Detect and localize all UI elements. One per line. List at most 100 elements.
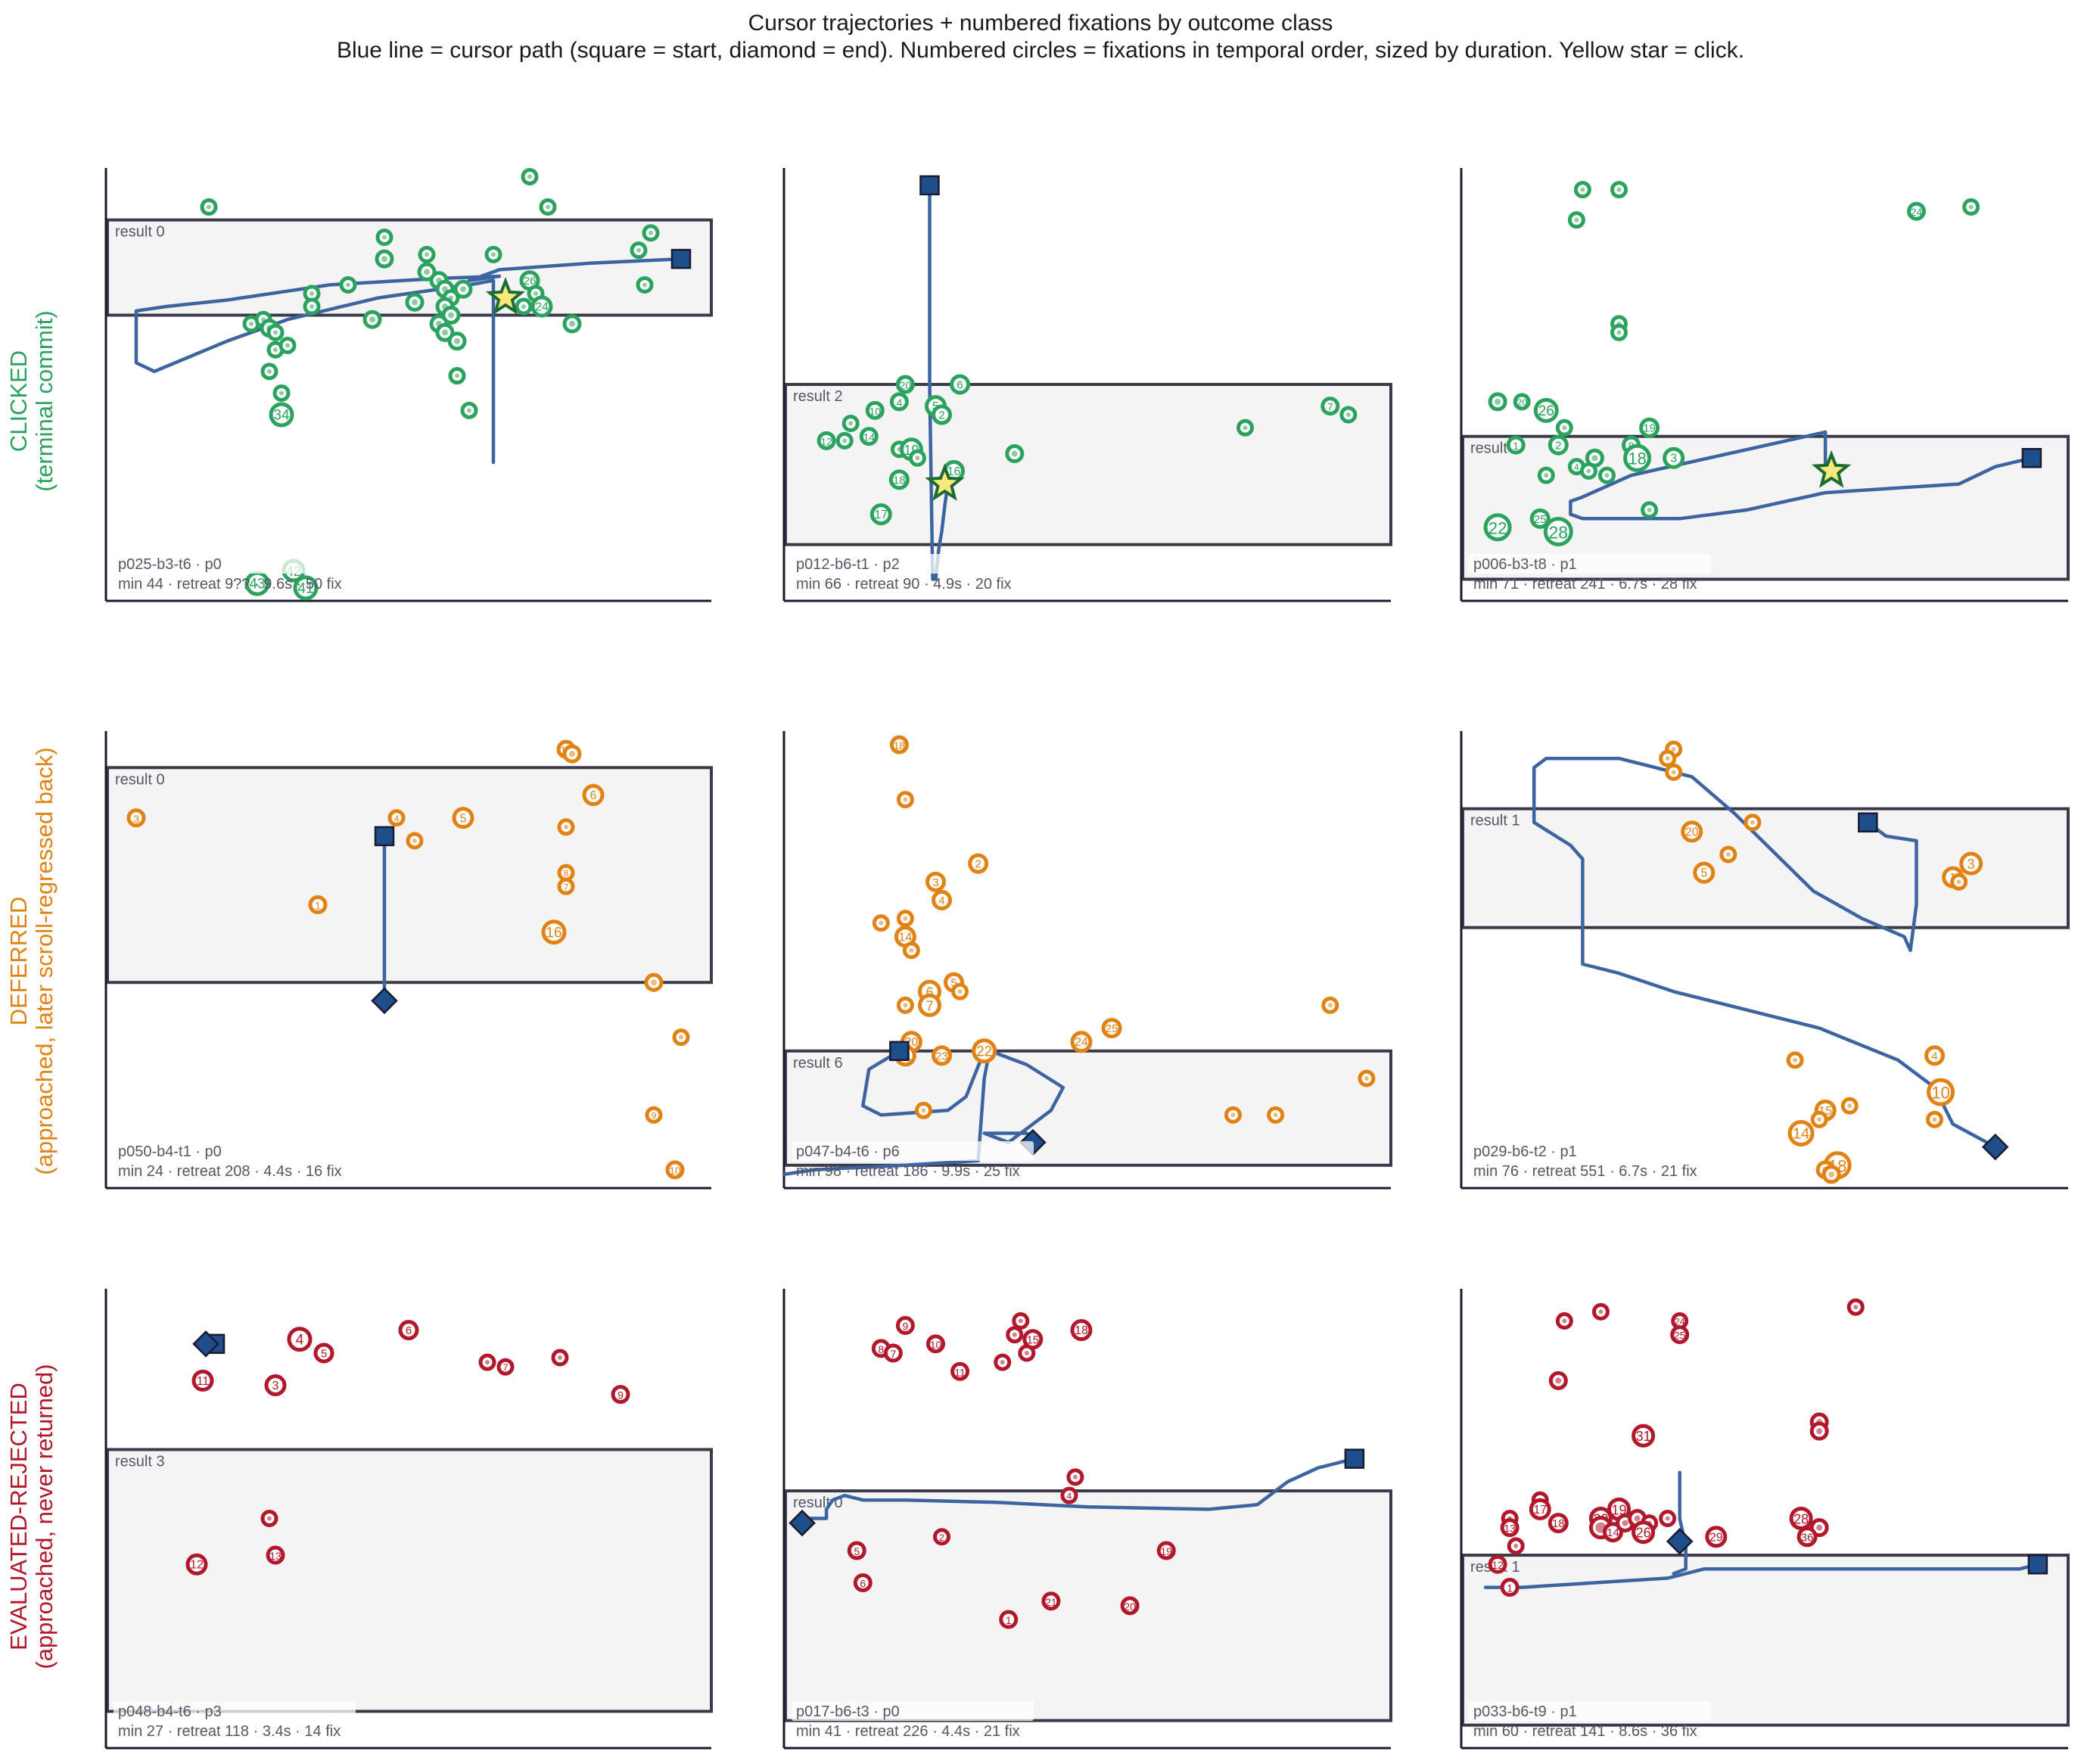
- svg-text:24: 24: [535, 301, 549, 314]
- svg-text:20: 20: [1517, 397, 1528, 408]
- fixation-circle: 9: [611, 1385, 630, 1405]
- fixation-circle: 2: [933, 1528, 951, 1546]
- fixation-circle: [260, 1510, 278, 1527]
- fixation-circle: 29: [1705, 1526, 1728, 1548]
- end-diamond-marker: [789, 1509, 816, 1537]
- fixation-circle: 24: [1671, 1311, 1689, 1330]
- svg-text:19: 19: [1612, 1502, 1627, 1517]
- svg-text:20: 20: [900, 379, 912, 391]
- fixation-circle: 10: [665, 1160, 685, 1180]
- caption-stats: min 41 · retreat 226 · 4.4s · 21 fix: [796, 1723, 1020, 1740]
- svg-text:14: 14: [899, 931, 913, 944]
- result-label: result 6: [793, 1055, 843, 1072]
- svg-text:3: 3: [932, 876, 938, 889]
- fixation-circle: [1555, 418, 1573, 437]
- svg-text:12: 12: [190, 1559, 204, 1572]
- svg-text:6: 6: [406, 1324, 412, 1337]
- fixation-circle: 14: [1787, 1120, 1815, 1147]
- fixation-circle: 4: [1060, 1486, 1078, 1504]
- fixation-circle: 22: [1483, 513, 1512, 542]
- fixation-circle: [1548, 1370, 1568, 1390]
- svg-text:9: 9: [617, 1389, 624, 1402]
- svg-text:17: 17: [874, 509, 888, 521]
- fixation-circle: 19: [1156, 1541, 1176, 1560]
- fixation-circle: [1665, 763, 1683, 781]
- fixation-circle: 24: [1907, 201, 1926, 221]
- svg-text:19: 19: [1643, 422, 1656, 435]
- fixation-circle: 13: [266, 1545, 285, 1565]
- svg-text:18: 18: [1552, 1517, 1565, 1530]
- panel-deferred-2: result 120531410151418p029-b6-t2 · p1min…: [1460, 731, 2070, 1190]
- fixation-circle: [418, 245, 436, 263]
- panel-clicked-2: result 1242026191281834222528p006-b3-t8 …: [1460, 168, 2070, 602]
- fixation-circle: 18: [1623, 443, 1652, 472]
- fixation-circle: [260, 362, 278, 381]
- fixation-circle: [478, 1353, 496, 1371]
- fixation-circle: [453, 279, 473, 299]
- fixation-circle: 36: [1796, 1526, 1818, 1548]
- fixation-circle: 24: [530, 295, 553, 318]
- fixation-circle: 3: [1663, 446, 1685, 469]
- fixation-circle: [835, 431, 854, 450]
- svg-text:4: 4: [1574, 462, 1579, 473]
- fixation-circle: 3: [1959, 851, 1983, 876]
- panel-caption: p050-b4-t1 · p0 min 24 · retreat 208 · 4.…: [114, 1141, 356, 1180]
- end-diamond-marker: [1666, 1528, 1694, 1555]
- fixation-circle: [1236, 418, 1255, 437]
- svg-text:5: 5: [950, 977, 957, 990]
- svg-text:5: 5: [854, 1545, 860, 1557]
- fixation-circle: [1488, 392, 1507, 412]
- fixation-circle: [1573, 181, 1591, 199]
- svg-text:26: 26: [1538, 403, 1554, 419]
- fixation-circle: 7: [917, 993, 941, 1017]
- caption-trial-id: p048-b4-t6 · p3: [118, 1703, 222, 1720]
- fixation-circle: 2: [932, 404, 953, 425]
- fixation-circle: 3: [264, 1374, 287, 1396]
- fixation-circle: [1012, 1311, 1030, 1330]
- fixation-circle: [994, 1353, 1012, 1371]
- fixation-circle: [902, 941, 920, 960]
- svg-text:10: 10: [869, 405, 882, 417]
- fixation-circle: [951, 982, 969, 1000]
- fixation-circle: [644, 972, 664, 992]
- fixation-circle: 34: [269, 402, 294, 428]
- fixation-circle: 3: [126, 808, 146, 828]
- fixation-circle: [1579, 462, 1597, 480]
- fixation-circle: 7: [496, 1358, 515, 1376]
- fixation-circle: 25: [1101, 1018, 1122, 1039]
- fixation-circle: [914, 1101, 932, 1119]
- fixation-circle: [872, 914, 890, 932]
- panel-caption: p017-b6-t3 · p0 min 41 · retreat 226 · 4.…: [792, 1701, 1034, 1740]
- fixation-circle: 28: [1543, 516, 1573, 546]
- fixation-circle: 4: [889, 392, 909, 412]
- click-star-icon: [485, 277, 526, 315]
- svg-text:13: 13: [1504, 1523, 1516, 1535]
- caption-stats: min 66 · retreat 90 · 4.9s · 20 fix: [796, 576, 1012, 593]
- svg-text:7: 7: [890, 1348, 896, 1360]
- fixation-circle: [266, 323, 285, 341]
- svg-text:14: 14: [1607, 1526, 1619, 1539]
- fixation-circle: 31: [1632, 1423, 1656, 1448]
- caption-trial-id: p047-b4-t6 · p6: [796, 1143, 900, 1160]
- svg-text:5: 5: [321, 1347, 327, 1360]
- result-box: [106, 1448, 713, 1713]
- fixation-circle: 12: [185, 1553, 208, 1576]
- fixation-circle: [405, 292, 425, 312]
- fixation-circle: [200, 198, 218, 216]
- result-label: result 1: [1470, 813, 1520, 829]
- svg-text:11: 11: [954, 1366, 966, 1378]
- end-diamond-marker: [371, 987, 398, 1015]
- caption-trial-id: p025-b3-t6 · p0: [118, 556, 222, 573]
- svg-text:2: 2: [975, 858, 981, 871]
- fixation-circle: 5: [1693, 861, 1716, 884]
- result-label: result 0: [115, 224, 165, 241]
- svg-text:1: 1: [1513, 440, 1519, 452]
- panel-deferred-1: result 61823414567202123222425p047-b4-t6…: [782, 731, 1392, 1190]
- result-box: [784, 1489, 1392, 1722]
- result-label: result 2: [793, 388, 843, 405]
- fixation-circle: [278, 337, 297, 355]
- fixation-circle: [1821, 1165, 1841, 1184]
- svg-text:12: 12: [820, 435, 832, 447]
